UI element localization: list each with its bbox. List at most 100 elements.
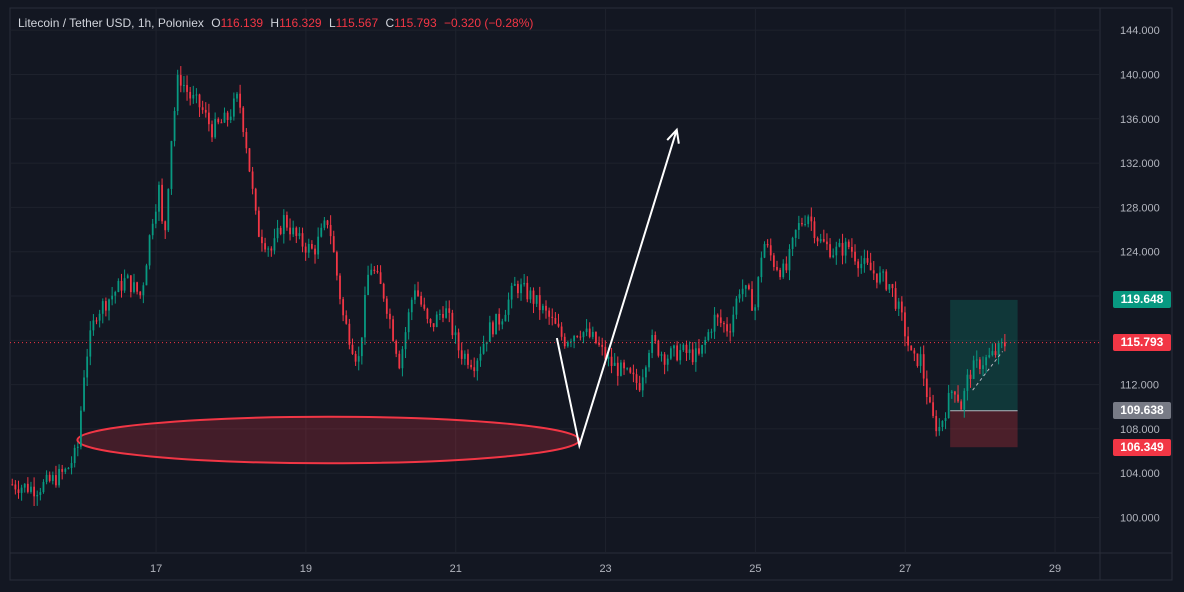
candle-body: [360, 337, 363, 357]
candle-body: [613, 362, 616, 366]
y-tick-label: 128.000: [1120, 202, 1160, 214]
candle-body: [239, 93, 242, 108]
candle-body: [950, 391, 953, 393]
candle-body: [732, 314, 735, 333]
candle-body: [189, 91, 192, 99]
candle-body: [744, 285, 747, 289]
candle-body: [417, 290, 419, 296]
candle-body: [507, 299, 510, 315]
candle-body: [58, 468, 60, 486]
candle-body: [669, 348, 672, 359]
candle-body: [804, 224, 806, 226]
candle-body: [985, 357, 988, 366]
candle-body: [379, 272, 382, 284]
candle-body: [769, 245, 772, 256]
candle-body: [532, 290, 535, 304]
candle-body: [604, 346, 607, 360]
candle-body: [598, 343, 600, 345]
candle-body: [248, 148, 251, 172]
candle-body: [423, 304, 426, 309]
candle-body: [760, 257, 763, 278]
candle-body: [33, 486, 35, 497]
candle-body: [111, 295, 114, 300]
candle-body: [161, 184, 163, 222]
candle-body: [838, 242, 841, 247]
candle-body: [267, 248, 270, 250]
candle-body: [875, 273, 878, 283]
candle-body: [176, 75, 179, 111]
candle-body: [772, 255, 775, 267]
high-label: H: [270, 16, 280, 30]
candle-body: [36, 494, 39, 497]
candle-body: [401, 349, 404, 369]
candle-body: [142, 285, 145, 296]
candle-body: [245, 132, 248, 149]
candle-body: [944, 418, 947, 421]
candle-body: [26, 483, 29, 492]
candle-body: [295, 227, 298, 236]
candle-body: [935, 415, 938, 432]
candle-body: [654, 335, 657, 341]
candle-body: [938, 426, 941, 432]
candle-body: [20, 487, 23, 493]
x-tick-label: 23: [599, 563, 611, 575]
candle-body: [351, 344, 354, 354]
candle-body: [51, 475, 54, 481]
candle-body: [470, 364, 472, 368]
candle-body: [713, 314, 716, 332]
candle-body: [298, 233, 301, 236]
candle-body: [972, 360, 975, 379]
candle-body: [39, 492, 42, 495]
candle-body: [748, 285, 750, 290]
candle-body: [932, 402, 934, 416]
candle-body: [641, 377, 644, 391]
candle-body: [844, 241, 847, 256]
candle-body: [685, 344, 688, 353]
candle-body: [407, 312, 410, 333]
candle-body: [591, 331, 594, 337]
low-label: L: [328, 16, 336, 30]
candle-body: [897, 301, 900, 309]
candle-body: [975, 359, 978, 361]
candle-body: [660, 354, 663, 356]
candle-body: [813, 221, 816, 238]
candle-body: [382, 283, 385, 299]
candle-body: [30, 486, 32, 492]
candle-body: [14, 484, 17, 490]
candle-body: [860, 263, 863, 269]
support-zone-ellipse: [76, 415, 581, 465]
candle-body: [916, 353, 919, 366]
candle-body: [754, 307, 757, 311]
close-value: 115.793: [394, 16, 437, 30]
candle-body: [994, 351, 997, 356]
candle-body: [501, 321, 504, 325]
chart-grid: [9, 7, 1173, 581]
candle-body: [707, 332, 710, 341]
candle-body: [741, 288, 744, 295]
candle-body: [495, 313, 497, 335]
candle-body: [847, 241, 850, 247]
candle-body: [95, 320, 98, 322]
chart-annotations: [76, 299, 1018, 465]
candle-body: [173, 110, 176, 142]
candle-body: [467, 353, 469, 365]
candle-body: [688, 349, 691, 353]
candle-body: [192, 94, 195, 99]
candle-body: [919, 354, 922, 366]
candle-body: [822, 239, 825, 242]
projection-path: [555, 129, 678, 450]
candle-body: [966, 374, 969, 391]
candle-body: [48, 474, 51, 481]
candle-body: [114, 291, 117, 296]
candle-body: [139, 291, 142, 296]
candle-body: [320, 227, 323, 237]
candle-body: [164, 221, 167, 231]
candle-body: [64, 468, 67, 472]
candle-body: [673, 345, 675, 349]
candle-body: [1003, 342, 1006, 347]
x-tick-label: 19: [300, 563, 312, 575]
candle-body: [710, 331, 713, 333]
candle-body: [307, 243, 310, 253]
candle-body: [682, 344, 685, 351]
